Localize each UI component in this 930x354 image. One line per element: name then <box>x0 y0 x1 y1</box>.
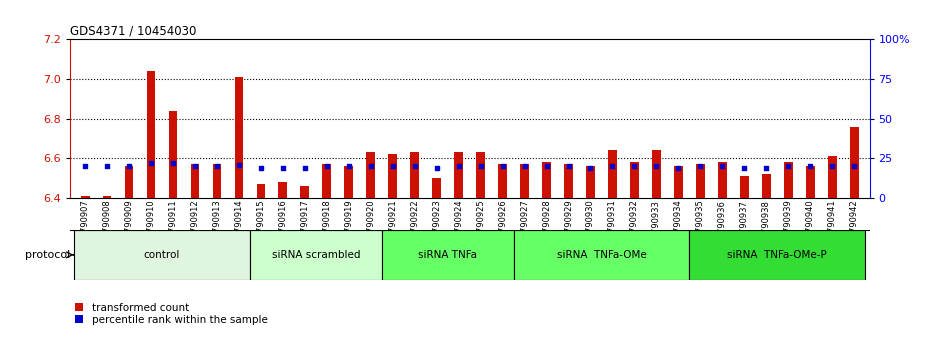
Bar <box>674 166 683 198</box>
Legend: transformed count, percentile rank within the sample: transformed count, percentile rank withi… <box>75 303 268 325</box>
Bar <box>323 164 331 198</box>
Bar <box>344 166 353 198</box>
Bar <box>234 77 244 198</box>
Bar <box>630 162 639 198</box>
Bar <box>278 182 287 198</box>
Bar <box>608 150 617 198</box>
Point <box>275 165 290 171</box>
Point <box>803 164 817 169</box>
Point <box>781 164 796 169</box>
Point <box>188 164 203 169</box>
Point <box>254 165 269 171</box>
Bar <box>389 154 397 198</box>
Bar <box>828 156 837 198</box>
Point <box>122 164 137 169</box>
Bar <box>250 230 381 280</box>
Bar <box>696 164 705 198</box>
Bar <box>300 186 310 198</box>
Point <box>759 165 774 171</box>
Bar <box>168 111 178 198</box>
Bar <box>586 166 595 198</box>
Point <box>473 164 488 169</box>
Point <box>319 164 334 169</box>
Point <box>737 165 751 171</box>
Point <box>209 164 224 169</box>
Bar <box>81 196 89 198</box>
Point <box>385 164 400 169</box>
Bar <box>147 71 155 198</box>
Bar <box>520 164 529 198</box>
Point <box>166 160 180 166</box>
Bar <box>410 153 419 198</box>
Bar <box>805 166 815 198</box>
Point <box>451 164 466 169</box>
Point <box>100 164 114 169</box>
Bar <box>366 153 375 198</box>
Text: siRNA  TNFa-OMe-P: siRNA TNFa-OMe-P <box>727 250 827 260</box>
Text: siRNA  TNFa-OMe: siRNA TNFa-OMe <box>557 250 646 260</box>
Bar <box>762 175 771 198</box>
Point <box>232 162 246 168</box>
Bar <box>542 162 551 198</box>
Bar <box>740 176 749 198</box>
Point <box>671 165 685 171</box>
Bar <box>191 164 199 198</box>
Point <box>364 164 379 169</box>
Point <box>561 164 576 169</box>
Point <box>846 164 861 169</box>
Bar <box>784 162 792 198</box>
Bar <box>454 153 463 198</box>
Point <box>298 165 312 171</box>
Point <box>430 165 445 171</box>
Bar <box>498 164 507 198</box>
Bar <box>257 184 265 198</box>
Text: siRNA scrambled: siRNA scrambled <box>272 250 360 260</box>
Point <box>407 164 422 169</box>
Point <box>649 164 664 169</box>
Point <box>517 164 532 169</box>
Bar <box>850 127 858 198</box>
Point <box>715 164 730 169</box>
Point <box>143 160 158 166</box>
Bar <box>513 230 689 280</box>
Bar <box>652 150 661 198</box>
Bar <box>125 166 134 198</box>
Bar <box>432 178 441 198</box>
Point <box>78 164 93 169</box>
Bar <box>565 164 573 198</box>
Point <box>627 164 642 169</box>
Text: control: control <box>144 250 180 260</box>
Bar <box>476 153 485 198</box>
Bar <box>74 230 250 280</box>
Point <box>693 164 708 169</box>
Point <box>583 165 598 171</box>
Bar <box>381 230 513 280</box>
Bar <box>213 164 221 198</box>
Point <box>341 164 356 169</box>
Text: GDS4371 / 10454030: GDS4371 / 10454030 <box>70 25 196 38</box>
Point <box>825 164 840 169</box>
Point <box>605 164 620 169</box>
Point <box>495 164 510 169</box>
Text: protocol: protocol <box>25 250 70 260</box>
Text: siRNA TNFa: siRNA TNFa <box>418 250 477 260</box>
Point <box>539 164 554 169</box>
Bar <box>689 230 865 280</box>
Bar <box>102 196 112 198</box>
Bar <box>718 162 726 198</box>
